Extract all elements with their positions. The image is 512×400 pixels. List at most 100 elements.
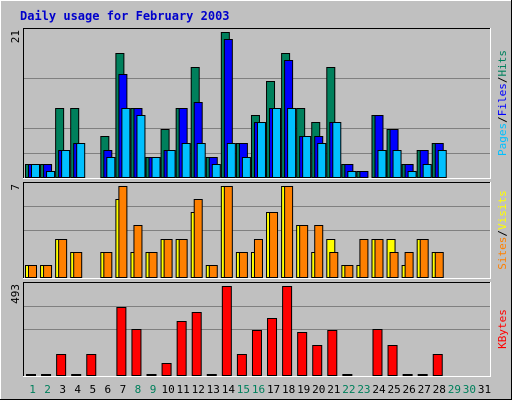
bar-pages-day-8 (136, 115, 146, 178)
bar-kbytes-day-21 (327, 330, 338, 376)
legend-entry: / (496, 230, 509, 237)
y-max-label: 21 (9, 30, 22, 43)
bar-sites-day-19 (299, 225, 309, 278)
bar-pages-day-18 (287, 108, 297, 178)
bar-pages-day-14 (226, 143, 236, 178)
x-tick-label: 23 (357, 383, 370, 396)
bar-kbytes-day-9 (146, 374, 157, 376)
x-tick-label: 29 (448, 383, 461, 396)
bar-pages-day-21 (332, 122, 342, 178)
bar-kbytes-day-15 (236, 354, 247, 376)
bar-pages-day-24 (377, 150, 387, 178)
x-tick-label: 25 (387, 383, 400, 396)
x-tick-label: 21 (327, 383, 340, 396)
bar-kbytes-day-4 (71, 374, 82, 376)
bar-sites-day-7 (118, 186, 128, 278)
bar-kbytes-day-22 (342, 374, 353, 376)
x-tick-label: 22 (342, 383, 355, 396)
bar-sites-day-24 (374, 239, 384, 278)
bar-pages-day-26 (407, 171, 417, 178)
bar-pages-day-9 (151, 157, 161, 178)
bar-kbytes-day-10 (161, 363, 172, 376)
y-max-label: 7 (9, 184, 22, 191)
x-tick-label: 9 (150, 383, 157, 396)
bar-kbytes-day-11 (176, 321, 187, 376)
bar-sites-day-13 (208, 265, 218, 278)
x-tick-label: 24 (372, 383, 386, 396)
bar-sites-day-1 (28, 265, 37, 278)
bar-sites-day-28 (434, 252, 444, 278)
x-tick-label: 3 (59, 383, 66, 396)
legend-entry: Visits (496, 190, 509, 230)
bar-pages-day-13 (211, 164, 221, 178)
x-tick-label: 10 (161, 383, 174, 396)
bar-pages-day-15 (241, 157, 251, 178)
bar-sites-day-6 (103, 252, 113, 278)
bar-sites-day-26 (404, 252, 414, 278)
bar-files-day-23 (359, 171, 369, 178)
x-tick-label: 17 (267, 383, 280, 396)
bar-sites-day-4 (73, 252, 83, 278)
bar-pages-day-27 (422, 164, 432, 178)
bar-pages-day-3 (61, 150, 71, 178)
x-tick-label: 20 (312, 383, 325, 396)
bar-sites-day-17 (269, 212, 279, 278)
bar-sites-day-23 (359, 239, 369, 278)
bar-sites-day-10 (163, 239, 173, 278)
legend-kbytes: KBytes (496, 309, 509, 349)
bar-kbytes-day-26 (402, 374, 413, 376)
bar-pages-day-2 (46, 171, 56, 178)
bar-kbytes-day-5 (86, 354, 97, 376)
bar-kbytes-day-13 (206, 374, 217, 376)
x-tick-label: 12 (192, 383, 205, 396)
bar-pages-day-1 (31, 164, 40, 178)
bar-sites-day-22 (344, 265, 354, 278)
bar-sites-day-12 (193, 199, 203, 278)
bar-sites-day-25 (389, 252, 399, 278)
bar-kbytes-day-3 (56, 354, 67, 376)
bar-sites-day-9 (148, 252, 158, 278)
bar-pages-day-4 (76, 143, 86, 178)
bar-kbytes-day-20 (312, 345, 323, 376)
x-tick-label: 6 (105, 383, 112, 396)
x-tick-label: 31 (478, 383, 491, 396)
legend-entry: / (496, 116, 509, 123)
bar-pages-day-17 (272, 108, 282, 178)
bar-sites-day-11 (178, 239, 188, 278)
bar-kbytes-day-18 (282, 286, 293, 376)
x-tick-label: 18 (282, 383, 295, 396)
bar-kbytes-day-12 (191, 312, 202, 376)
bar-kbytes-day-7 (116, 307, 127, 376)
bar-pages-day-11 (181, 143, 191, 178)
legend-entry: Sites (496, 237, 509, 270)
x-tick-label: 11 (177, 383, 190, 396)
bar-sites-day-21 (329, 252, 339, 278)
bar-pages-day-19 (302, 136, 312, 178)
bar-sites-day-14 (223, 186, 233, 278)
bar-kbytes-day-25 (387, 345, 398, 376)
bar-pages-day-22 (347, 171, 357, 178)
bar-sites-day-18 (284, 186, 294, 278)
bar-sites-day-27 (419, 239, 429, 278)
x-tick-label: 16 (252, 383, 265, 396)
bar-pages-day-7 (121, 108, 131, 178)
bar-pages-day-6 (106, 157, 116, 178)
bar-sites-day-20 (314, 225, 324, 278)
bar-kbytes-day-16 (251, 330, 262, 376)
bar-sites-day-8 (133, 225, 143, 278)
bar-kbytes-day-17 (267, 318, 278, 376)
legend-visits-sites: Sites/Visits (496, 190, 509, 270)
x-tick-label: 7 (120, 383, 127, 396)
bar-pages-day-12 (196, 143, 206, 178)
x-tick-label: 30 (463, 383, 476, 396)
x-tick-label: 8 (135, 383, 142, 396)
chart-title: Daily usage for February 2003 (20, 9, 230, 23)
bar-sites-day-15 (238, 252, 248, 278)
y-max-label: 493 (9, 284, 22, 304)
x-tick-label: 26 (403, 383, 416, 396)
bar-sites-day-2 (43, 265, 53, 278)
bar-pages-day-10 (166, 150, 176, 178)
legend-entry: Pages (496, 123, 509, 156)
